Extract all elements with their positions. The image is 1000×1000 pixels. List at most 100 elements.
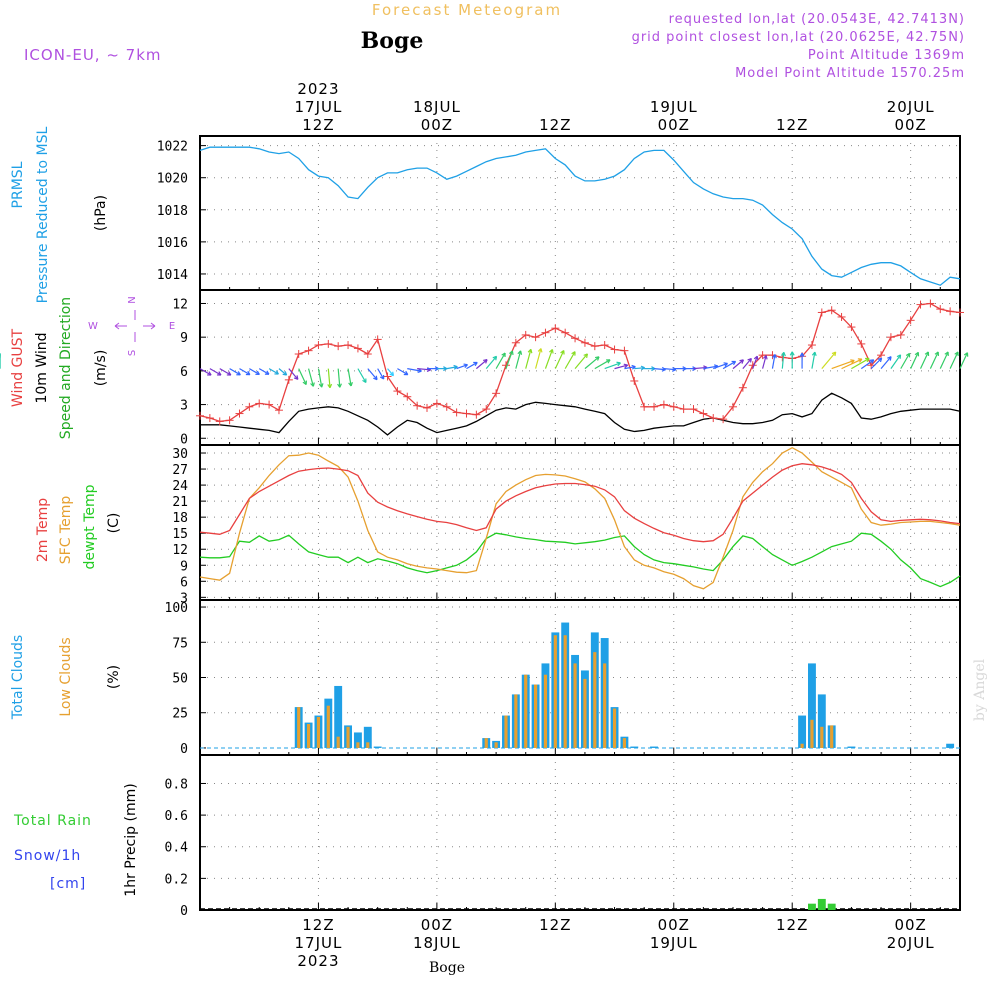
precip-ytick-label: 0.8 [165, 777, 188, 792]
arrow-shaft [544, 349, 553, 369]
gust-marker [857, 339, 866, 348]
arrow-head-right [753, 355, 758, 360]
watermark: by Angel [972, 658, 988, 721]
low-cloud-bar [484, 738, 488, 748]
arrow-shaft [377, 368, 385, 380]
low-cloud-bar [563, 635, 567, 748]
clouds-ytick-label: 75 [172, 636, 188, 651]
arrow-head-right [594, 356, 600, 359]
clouds-ytick-label: 100 [165, 601, 188, 616]
wind-direction-arrow [870, 357, 883, 370]
wind-direction-arrow [574, 353, 588, 370]
arrow-head-right [963, 352, 968, 356]
arrow-shaft [949, 351, 959, 369]
pressure-panel: 1014 1016 1018 1020 1022 [157, 135, 961, 291]
arrow-head-right [789, 351, 793, 356]
low-cloud-bar [494, 742, 498, 748]
arrow-head-right [905, 352, 910, 356]
arrow-head-right [887, 356, 892, 359]
total-cloud-bar [373, 746, 382, 748]
gust-marker [383, 372, 392, 381]
wind-direction-arrow [249, 368, 260, 376]
arrow-head-right [571, 351, 576, 355]
gust-marker [413, 401, 422, 410]
wind-direction-arrow [515, 350, 523, 369]
compass-w: W [88, 321, 98, 332]
total-cloud-bar [817, 694, 826, 748]
wind-direction-arrow [752, 355, 759, 369]
dewpt-temp-line [199, 532, 961, 588]
arrow-shaft [762, 355, 767, 369]
arrow-shaft [594, 359, 611, 370]
total-cloud-title: Total Clouds [10, 635, 26, 720]
arrow-shaft [357, 368, 367, 383]
model-label: ICON-EU, ~ 7km [24, 46, 162, 64]
compass-n: N [127, 296, 138, 303]
temperature-ytick-label: 27 [172, 463, 188, 478]
top-time-label: 12Z [539, 116, 571, 134]
arrow-shaft [466, 361, 478, 370]
low-cloud-bar [524, 674, 528, 748]
rain-legend: Total Rain [13, 813, 92, 829]
wind-direction-arrow [219, 368, 232, 376]
gust-marker [709, 414, 718, 423]
gust-marker [521, 330, 530, 339]
arrow-shaft [456, 364, 468, 370]
total-cloud-bar [808, 663, 816, 748]
wind-direction-arrow [317, 368, 324, 388]
low-cloud-bar [297, 707, 301, 748]
gust-marker [946, 307, 955, 316]
arrow-shaft [407, 368, 422, 372]
gust-marker [847, 323, 856, 332]
gust-marker [580, 338, 589, 347]
arrow-shaft [693, 366, 708, 370]
arrow-shaft [900, 353, 911, 369]
wind-direction-arrow [781, 351, 786, 369]
wind-direction-arrow [475, 359, 488, 370]
wind-direction-arrow [298, 368, 307, 386]
wind-direction-arrow [564, 351, 576, 369]
arrow-shaft [634, 367, 645, 370]
bottom-time-label: 17JUL [295, 934, 343, 952]
compass-s: S [127, 350, 138, 356]
arrow-head-right [896, 354, 901, 358]
wind-direction-arrow [614, 363, 629, 370]
wind-direction-arrow [436, 366, 448, 372]
wind-direction-arrow [397, 368, 409, 376]
arrow-head-right [339, 383, 342, 388]
wind-direction-arrow [535, 348, 543, 369]
arrow-head-right [954, 351, 959, 355]
precip-panel: 0 0.2 0.4 0.6 0.8 [165, 754, 961, 919]
gust-marker [215, 417, 224, 426]
footer-location: Boge [429, 960, 465, 976]
gust-marker [235, 409, 244, 418]
arrow-shaft [199, 368, 212, 376]
temp-2m-line [199, 463, 961, 543]
gust-marker [640, 402, 649, 411]
arrow-head-right [877, 357, 882, 360]
gust-marker [482, 405, 491, 414]
arrow-head-right [483, 359, 488, 361]
arrow-shaft [841, 358, 863, 370]
arrow-shaft [288, 368, 299, 380]
wind-direction-arrow [268, 368, 279, 375]
low-cloud-bar [622, 738, 626, 748]
gust-marker [571, 334, 580, 343]
arrow-head-right [616, 361, 621, 364]
arrow-head-right [312, 382, 315, 387]
precip-frame [199, 754, 961, 911]
low-cloud-bar [306, 724, 311, 748]
wind-direction-arrow [929, 351, 940, 369]
arrow-shaft [249, 368, 260, 375]
requested-lonlat: requested lon,lat (20.0543E, 42.7413N) [669, 12, 965, 27]
wind-ytick-label: 0 [180, 432, 188, 447]
clouds-ytick-label: 50 [172, 672, 188, 687]
arrow-shaft [771, 354, 776, 369]
top-time-label: 12Z [302, 116, 334, 134]
panel-axis-titles: PRMSL Pressure Reduced to MSL (hPa) Wind… [10, 126, 175, 896]
wind-direction-arrow [377, 368, 385, 380]
arrow-head-right [772, 354, 776, 358]
total-cloud-bar [630, 746, 639, 748]
arrow-head-right [492, 355, 497, 359]
